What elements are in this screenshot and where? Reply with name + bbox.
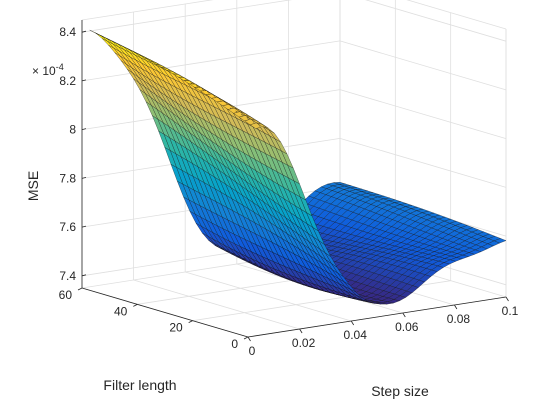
y-tick-label: 40 — [114, 304, 128, 318]
z-tick-label: 7.8 — [59, 171, 76, 185]
grid-lines — [81, 0, 507, 338]
pane-edge — [406, 0, 507, 30]
x-tick-label: 0.02 — [292, 336, 316, 350]
z-tick-label: 8.4 — [59, 25, 76, 39]
x-tick-mark — [402, 312, 406, 318]
x-tick-mark — [299, 328, 303, 334]
x-tick-label: 0.08 — [447, 312, 471, 326]
x-tick-label: 0 — [249, 344, 256, 358]
back-wall-grid-line — [81, 0, 293, 33]
y-tick-mark — [77, 287, 83, 291]
side-wall-grid-line — [339, 137, 507, 188]
side-wall-grid-line — [365, 0, 507, 42]
x-tick-mark — [247, 336, 251, 342]
z-tick-mark — [81, 30, 87, 33]
surface-patch — [95, 33, 108, 42]
y-tick-mark — [188, 320, 193, 324]
y-tick-label: 20 — [169, 321, 183, 335]
floor-grid-line — [133, 279, 300, 330]
z-tick-label: 7.4 — [59, 269, 76, 283]
z-tick-mark — [81, 128, 87, 131]
x-tick-mark — [454, 304, 458, 310]
surface-patch — [493, 238, 507, 244]
z-exponent-base: × 10 — [32, 64, 56, 78]
y-tick-label: 0 — [231, 337, 238, 351]
y-axis-label: Filter length — [103, 377, 176, 393]
x-tick-label: 0.1 — [502, 304, 519, 318]
z-tick-mark — [81, 274, 87, 277]
x-tick-label: 0.06 — [395, 320, 419, 334]
z-tick-mark — [81, 225, 87, 228]
x-axis-label: Step size — [371, 383, 429, 399]
y-axis-line — [81, 287, 249, 338]
floor-grid-line — [185, 271, 352, 322]
axis-lines — [77, 20, 509, 342]
side-wall-grid-line — [339, 40, 507, 91]
z-tick-label: 8.2 — [59, 74, 76, 88]
tick-labels: 0 0.02 0.04 0.06 0.08 0.1 0 20 40 60 7.4 7.6 7.8 8 8.2… — [59, 25, 519, 358]
z-tick-label: 7.6 — [59, 220, 76, 234]
x-tick-mark — [505, 296, 509, 302]
back-wall-grid-line — [81, 40, 341, 82]
z-tick-mark — [81, 176, 87, 179]
mse-surface — [89, 29, 507, 305]
x-axis-line — [247, 296, 507, 338]
z-exponent-power: -4 — [56, 62, 64, 72]
y-tick-mark — [133, 303, 138, 307]
z-tick-mark — [81, 79, 87, 82]
z-axis-label: MSE — [25, 171, 41, 201]
pane-edge — [81, 0, 214, 21]
y-tick-label: 60 — [59, 288, 73, 302]
x-tick-mark — [350, 320, 355, 326]
z-exponent-label: × 10-4 — [32, 62, 64, 78]
y-tick-mark — [243, 336, 249, 340]
side-wall-grid-line — [339, 89, 507, 140]
x-tick-label: 0.04 — [344, 328, 368, 342]
z-tick-label: 8 — [69, 123, 76, 137]
